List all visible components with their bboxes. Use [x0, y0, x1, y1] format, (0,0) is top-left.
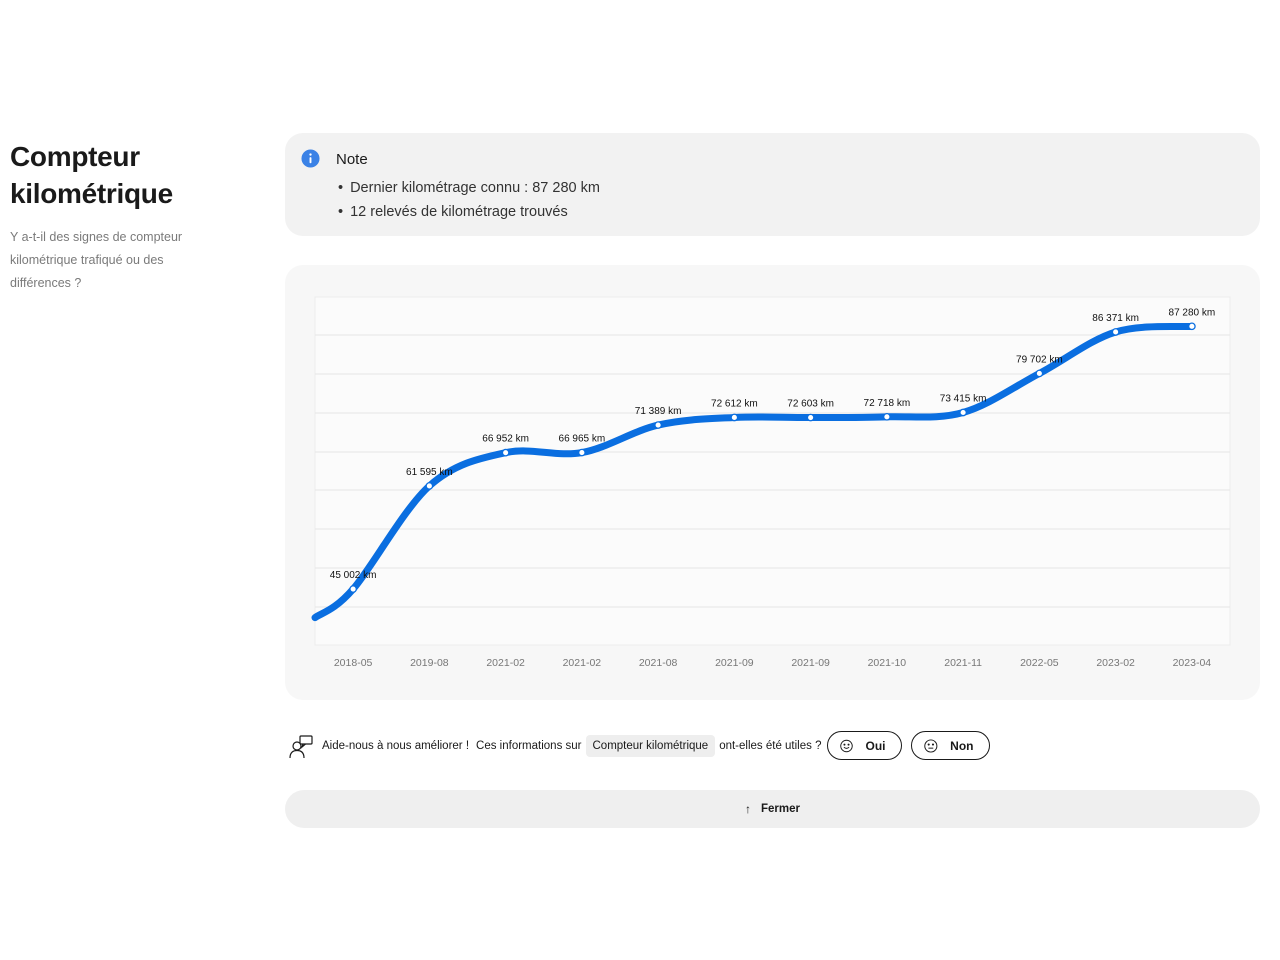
data-label: 66 965 km [559, 434, 606, 445]
data-point [501, 448, 510, 457]
mileage-chart: 45 002 km 2018-05 61 595 km 2019-08 66 952 k… [311, 296, 1231, 669]
feedback-yes-button[interactable]: Oui [827, 731, 903, 760]
data-point [349, 585, 357, 593]
x-tick-label: 2019-08 [410, 657, 449, 669]
data-label: 86 371 km [1092, 313, 1139, 324]
x-tick-label: 2021-08 [639, 657, 678, 669]
mileage-chart-card: 45 002 km 2018-05 61 595 km 2019-08 66 952 k… [285, 265, 1260, 700]
data-point [959, 408, 967, 417]
data-point [883, 412, 891, 421]
feedback-help-text: Aide-nous à nous améliorer ! [322, 739, 470, 752]
data-point [654, 421, 662, 429]
feedback-topic-chip: Compteur kilométrique [585, 734, 716, 757]
x-tick-label: 2021-02 [563, 657, 602, 669]
data-label: 79 702 km [1016, 354, 1063, 365]
note-item: Dernier kilométrage connu : 87 280 km [338, 177, 600, 201]
x-tick-label: 2018-05 [334, 657, 373, 669]
close-button[interactable]: ↑ Fermer [285, 790, 1260, 828]
page-title: Compteur kilométrique [10, 138, 230, 212]
data-label: 72 612 km [711, 398, 758, 409]
x-tick-label: 2021-02 [486, 657, 525, 669]
data-point [806, 413, 815, 422]
data-label: 45 002 km [330, 570, 377, 581]
section-header: Compteur kilométrique Y a-t-il des signe… [10, 138, 230, 295]
data-point [730, 413, 739, 422]
page-title-line2: kilométrique [10, 178, 173, 209]
page-subtitle: Y a-t-il des signes de compteur kilométr… [10, 226, 230, 295]
data-label: 73 415 km [940, 393, 987, 404]
data-label: 71 389 km [635, 406, 682, 417]
x-tick-label: 2021-11 [944, 657, 982, 669]
data-point [1111, 328, 1120, 336]
smile-icon [840, 739, 854, 752]
feedback-pre-text: Ces informations sur [476, 739, 582, 752]
feedback-post-text: ont-elles été utiles ? [719, 739, 822, 752]
data-label: 87 280 km [1169, 307, 1216, 318]
x-tick-label: 2021-09 [791, 657, 830, 669]
x-tick-label: 2022-05 [1020, 657, 1059, 669]
feedback-person-icon [289, 734, 313, 758]
x-tick-label: 2023-02 [1096, 657, 1135, 669]
note-card: Note Dernier kilométrage connu : 87 280 … [285, 133, 1260, 236]
arrow-up-icon: ↑ [745, 802, 751, 816]
info-icon [301, 149, 320, 168]
x-tick-label: 2023-04 [1173, 657, 1212, 669]
data-point [1188, 322, 1196, 331]
feedback-no-button[interactable]: Non [911, 731, 991, 760]
x-tick-label: 2021-09 [715, 657, 754, 669]
subtitle-line2: kilométrique trafiqué ou des [10, 253, 164, 267]
feedback-yes-label: Oui [865, 738, 886, 753]
data-label: 72 718 km [864, 398, 911, 409]
data-label: 61 595 km [406, 467, 453, 478]
note-title: Note [336, 151, 368, 168]
data-point [1035, 369, 1044, 378]
close-label: Fermer [761, 803, 800, 815]
neutral-face-icon [924, 738, 938, 753]
data-label: 66 952 km [482, 434, 529, 445]
x-tick-label: 2021-10 [868, 657, 907, 669]
data-label: 72 603 km [787, 399, 834, 410]
page-title-line1: Compteur [10, 141, 140, 172]
subtitle-line1: Y a-t-il des signes de compteur [10, 230, 183, 244]
note-list: Dernier kilométrage connu : 87 280 km 12… [338, 177, 600, 224]
subtitle-line3: différences ? [10, 276, 82, 290]
note-item: 12 relevés de kilométrage trouvés [338, 201, 600, 225]
data-point [578, 448, 586, 457]
feedback-row: Aide-nous à nous améliorer ! Ces informa… [288, 730, 999, 761]
data-point [425, 482, 434, 490]
plot-area [314, 296, 1231, 646]
feedback-no-label: Non [950, 738, 974, 753]
